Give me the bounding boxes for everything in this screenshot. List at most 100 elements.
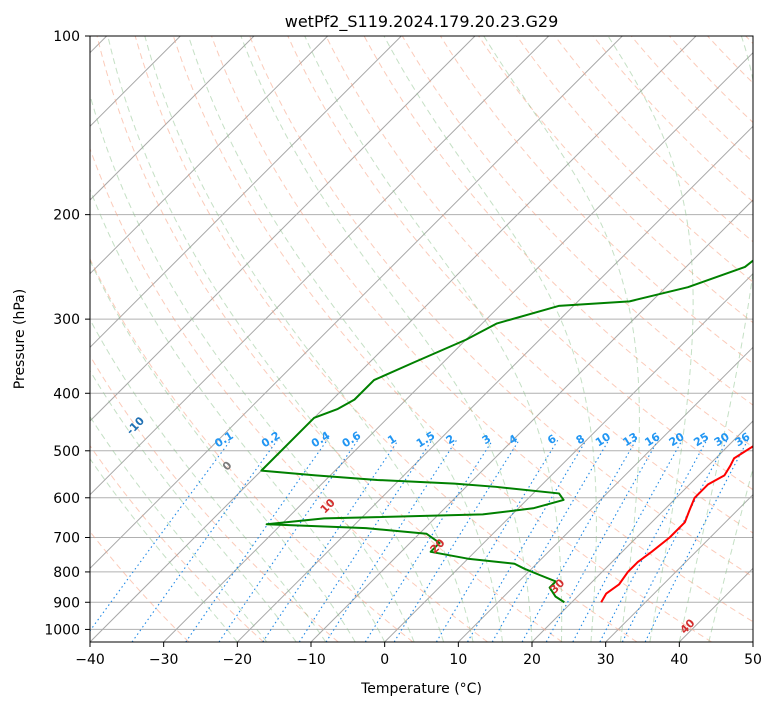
x-axis-ticks: −40 −30 −20 −10 0 10 20 30 40 50 <box>75 642 762 668</box>
x-tick-label: 10 <box>449 652 467 668</box>
mixing-ratio-label: 36 <box>733 430 753 449</box>
mixing-ratio-label: 25 <box>691 430 711 449</box>
y-axis-ticks: 100 200 300 400 500 600 700 800 900 1000 <box>44 29 90 638</box>
mixing-ratio-line <box>621 440 728 642</box>
dry-adiabat-line <box>287 36 753 534</box>
dry-adiabat-line <box>592 36 753 203</box>
dry-adiabat-line <box>554 36 753 243</box>
moist-adiabat-line <box>107 36 445 642</box>
mixing-ratio-label: 1 <box>385 432 398 447</box>
y-tick-label: 200 <box>53 208 80 224</box>
isotherm-line <box>90 36 329 275</box>
moist-adiabat-line <box>483 36 640 642</box>
isotherm-line <box>678 567 753 642</box>
moist-adiabat-line <box>188 36 504 642</box>
moist-adiabat-line <box>678 36 753 642</box>
mixing-ratio-label: 1.5 <box>414 429 437 450</box>
x-tick-label: −20 <box>223 652 253 668</box>
dry-adiabat-label: 0 <box>220 458 235 473</box>
isotherm-line <box>90 36 697 642</box>
moist-adiabats <box>90 36 753 642</box>
isotherm-line <box>90 36 402 349</box>
moist-adiabat-line <box>383 36 597 642</box>
moist-adiabat-line <box>90 415 268 642</box>
isotherm-line <box>90 36 623 570</box>
dry-adiabat-label: -10 <box>124 414 147 437</box>
dry-adiabat-line <box>440 36 753 365</box>
mixing-ratio-line <box>545 439 659 642</box>
y-tick-label: 100 <box>53 29 80 45</box>
y-tick-label: 800 <box>53 565 80 581</box>
mixing-ratio-line <box>364 439 494 642</box>
isotherm-line <box>90 36 550 496</box>
y-axis-label: Pressure (hPa) <box>12 289 28 389</box>
series-line <box>600 445 753 603</box>
dry-adiabat-line <box>249 36 753 578</box>
dry-adiabat-line <box>96 36 563 642</box>
y-tick-label: 900 <box>53 595 80 611</box>
mixing-ratio-line <box>325 439 457 642</box>
mixing-ratio-line <box>491 439 610 642</box>
x-tick-label: −10 <box>296 652 326 668</box>
plot-frame <box>89 35 754 643</box>
dry-adiabat-line <box>516 36 753 283</box>
mixing-ratio-line <box>131 439 278 642</box>
y-tick-label: 400 <box>53 386 80 402</box>
series-line <box>260 259 753 604</box>
mixing-ratio-label: 0.4 <box>309 429 333 451</box>
y-tick-label: 1000 <box>44 622 80 638</box>
y-tick-label: 500 <box>53 444 80 460</box>
isotherm-line <box>310 199 753 642</box>
dry-adiabat-line <box>325 36 753 491</box>
moist-adiabat-line <box>708 466 753 642</box>
mixing-ratio-line <box>599 440 708 642</box>
x-axis-label: Temperature (°C) <box>360 681 482 697</box>
isotherm-line <box>90 36 255 201</box>
x-tick-label: −30 <box>149 652 179 668</box>
mixing-ratio-label: 0.6 <box>340 429 364 451</box>
dry-adiabat-line <box>134 36 638 642</box>
x-tick-label: 20 <box>523 652 541 668</box>
moist-adiabat-line <box>90 369 297 642</box>
moist-adiabat-line <box>90 93 415 642</box>
mixing-ratio-line <box>467 439 587 642</box>
dry-adiabat-line <box>90 147 488 642</box>
moist-adiabat-line <box>90 318 327 642</box>
mixing-ratio-label: 3 <box>480 432 493 447</box>
moist-adiabat-line <box>90 188 386 642</box>
x-tick-label: 30 <box>597 652 615 668</box>
y-tick-label: 300 <box>53 312 80 328</box>
mixing-ratio-line <box>521 439 637 642</box>
chart-title: wetPf2_S119.2024.179.20.23.G29 <box>285 12 559 32</box>
isotherm-line <box>384 272 753 642</box>
mixing-ratio-label: 6 <box>545 432 559 447</box>
mixing-ratio-label: 8 <box>574 432 587 447</box>
y-tick-label: 700 <box>53 531 80 547</box>
dry-adiabat-label: 40 <box>678 616 698 636</box>
dry-adiabat-line <box>90 257 414 642</box>
dry-adiabat-line <box>90 354 339 642</box>
profile-series <box>260 259 753 604</box>
moist-adiabat-line <box>144 36 474 642</box>
moist-adiabat-line <box>90 259 356 642</box>
dry-adiabat-line <box>478 36 753 324</box>
moist-adiabat-line <box>90 457 238 642</box>
mixing-ratio-line <box>218 439 359 642</box>
dry-adiabat-line <box>707 36 753 84</box>
x-tick-label: 0 <box>380 652 389 668</box>
isotherm-line <box>531 420 753 642</box>
isotherm-line <box>752 641 753 642</box>
x-tick-label: 50 <box>744 652 762 668</box>
mixing-ratio-label: 2 <box>444 432 457 447</box>
mixing-ratio-line <box>298 439 433 642</box>
mixing-ratio-line <box>90 439 232 632</box>
x-tick-label: −40 <box>75 652 105 668</box>
mixing-ratio-line <box>572 440 683 642</box>
isotherm-lines <box>90 36 753 642</box>
isotherm-line <box>457 346 753 642</box>
dry-adiabat-line <box>211 36 753 623</box>
isotherm-line <box>605 493 753 642</box>
dry-adiabat-line <box>90 530 190 642</box>
y-tick-label: 600 <box>53 491 80 507</box>
